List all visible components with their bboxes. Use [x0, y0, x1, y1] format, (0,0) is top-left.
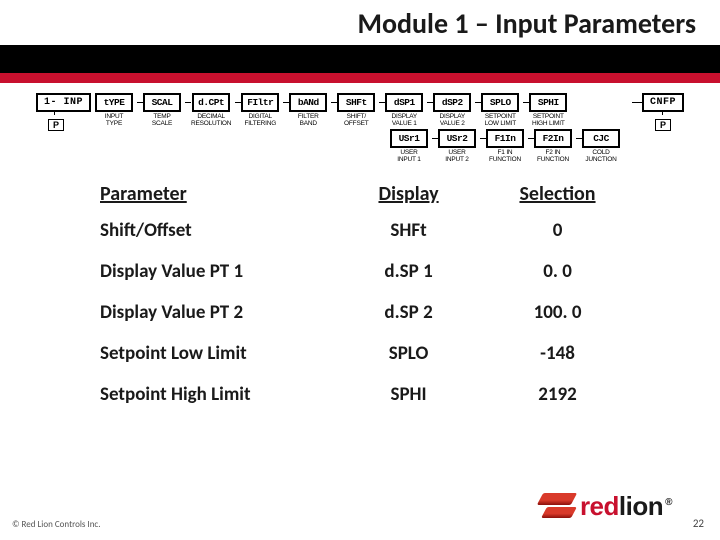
table-cell: 100. 0 — [483, 292, 632, 333]
diagram-node-label: SHIFT/ OFFSET — [344, 114, 368, 128]
table-row: Display Value PT 1d.SP 10. 0 — [100, 251, 632, 292]
black-stripe — [0, 45, 720, 73]
table-cell: 0 — [483, 210, 632, 251]
table-row: Shift/OffsetSHFt0 — [100, 210, 632, 251]
table-row: Setpoint High LimitSPHI2192 — [100, 374, 632, 415]
col-display: Display — [334, 178, 483, 210]
diagram-node: SPLO SETPOINT LOW LIMIT — [481, 93, 519, 128]
diagram-node-label: FILTER BAND — [298, 114, 319, 128]
diagram-node-label: INPUT TYPE — [105, 114, 124, 128]
diagram-node-code: USr1 — [390, 129, 428, 148]
diagram-node: F2In F2 IN FUNCTION — [534, 129, 572, 164]
table-cell: Setpoint High Limit — [100, 374, 334, 415]
table-row: Setpoint Low LimitSPLO-148 — [100, 333, 632, 374]
page-number: 22 — [693, 517, 704, 530]
diagram-node: bANd FILTER BAND — [289, 93, 327, 128]
diagram-end-box: CNFP — [642, 93, 684, 112]
diagram-node: USr1 USER INPUT 1 — [390, 129, 428, 164]
table-cell: -148 — [483, 333, 632, 374]
diagram-node-label: F2 IN FUNCTION — [537, 150, 569, 164]
table-cell: Display Value PT 2 — [100, 292, 334, 333]
table-cell: 0. 0 — [483, 251, 632, 292]
registered-icon: ® — [665, 497, 672, 508]
diagram-node-label: SETPOINT LOW LIMIT — [485, 114, 516, 128]
diagram-start-box: 1- INP — [36, 93, 91, 112]
diagram-node: dSP1 DISPLAY VALUE 1 — [385, 93, 423, 128]
p-label-left: P — [48, 119, 64, 131]
diagram-node: FIltr DIGITAL FILTERING — [241, 93, 279, 128]
diagram-node-label: F1 IN FUNCTION — [489, 150, 521, 164]
diagram-node-code: F1In — [486, 129, 524, 148]
diagram-node: SPHI SETPOINT HIGH LIMIT — [529, 93, 567, 128]
col-parameter: Parameter — [100, 178, 334, 210]
diagram-node-label: USER INPUT 1 — [397, 150, 420, 164]
table-cell: Shift/Offset — [100, 210, 334, 251]
diagram-node-code: USr2 — [438, 129, 476, 148]
diagram-node-label: SETPOINT HIGH LIMIT — [532, 114, 565, 128]
table-cell: SHFt — [334, 210, 483, 251]
diagram-node-label: DECIMAL RESOLUTION — [191, 114, 231, 128]
diagram-node: SHFt SHIFT/ OFFSET — [337, 93, 375, 128]
logo-mark-icon — [540, 493, 574, 521]
table-row: Display Value PT 2d.SP 2100. 0 — [100, 292, 632, 333]
red-stripe — [0, 73, 720, 83]
table-cell: 2192 — [483, 374, 632, 415]
diagram-node-code: dSP2 — [433, 93, 471, 112]
diagram-node-code: tYPE — [95, 93, 133, 112]
p-label-right: P — [655, 119, 671, 131]
diagram-node-code: FIltr — [241, 93, 279, 112]
diagram-node-code: SCAL — [143, 93, 181, 112]
diagram-node-code: F2In — [534, 129, 572, 148]
redlion-logo: redlion® — [540, 491, 672, 522]
flow-diagram: 1- INP P tYPE INPUT TYPE SCAL TEMP SCALE d.C… — [0, 83, 720, 170]
diagram-node: tYPE INPUT TYPE — [95, 93, 133, 128]
diagram-node-label: DISPLAY VALUE 1 — [391, 114, 417, 128]
diagram-node-label: USER INPUT 2 — [445, 150, 468, 164]
diagram-node-code: SPLO — [481, 93, 519, 112]
copyright: © Red Lion Controls Inc. — [12, 519, 101, 530]
diagram-node: USr2 USER INPUT 2 — [438, 129, 476, 164]
table-cell: d.SP 1 — [334, 251, 483, 292]
table-cell: Setpoint Low Limit — [100, 333, 334, 374]
parameter-table-wrap: Parameter Display Selection Shift/Offset… — [0, 170, 720, 415]
diagram-node-code: CJC — [582, 129, 620, 148]
diagram-node-label: TEMP SCALE — [152, 114, 172, 128]
col-selection: Selection — [483, 178, 632, 210]
diagram-node-code: bANd — [289, 93, 327, 112]
table-cell: Display Value PT 1 — [100, 251, 334, 292]
diagram-node-code: SHFt — [337, 93, 375, 112]
diagram-node: dSP2 DISPLAY VALUE 2 — [433, 93, 471, 128]
table-cell: SPLO — [334, 333, 483, 374]
table-cell: d.SP 2 — [334, 292, 483, 333]
slide-title: Module 1 – Input Parameters — [0, 0, 720, 45]
table-header-row: Parameter Display Selection — [100, 178, 632, 210]
diagram-node: CJC COLD JUNCTION — [582, 129, 620, 164]
diagram-node-label: COLD JUNCTION — [585, 150, 616, 164]
diagram-node: F1In F1 IN FUNCTION — [486, 129, 524, 164]
table-cell: SPHI — [334, 374, 483, 415]
diagram-node-code: SPHI — [529, 93, 567, 112]
parameter-table: Parameter Display Selection Shift/Offset… — [100, 178, 632, 415]
logo-text: redlion® — [580, 491, 672, 522]
diagram-node: SCAL TEMP SCALE — [143, 93, 181, 128]
diagram-node-code: d.CPt — [192, 93, 230, 112]
diagram-node-label: DIGITAL FILTERING — [244, 114, 276, 128]
diagram-node-label: DISPLAY VALUE 2 — [439, 114, 465, 128]
diagram-node-code: dSP1 — [385, 93, 423, 112]
diagram-node: d.CPt DECIMAL RESOLUTION — [191, 93, 231, 128]
